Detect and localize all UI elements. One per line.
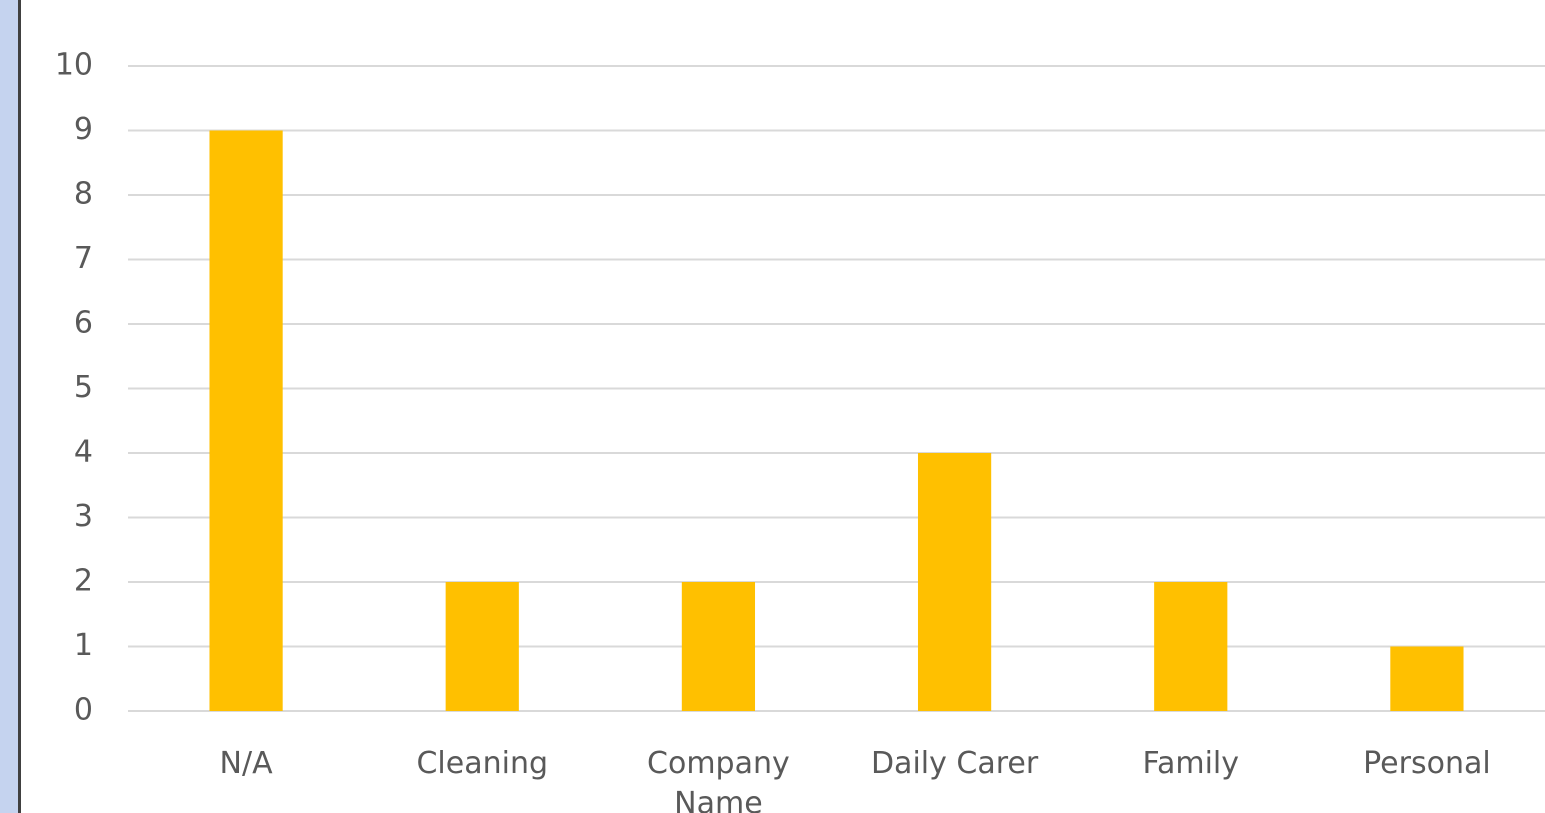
x-tick-label: Family <box>1142 746 1240 781</box>
x-tick-label: Cleaning <box>416 746 549 781</box>
bar <box>445 582 519 711</box>
x-tick-label: Personal <box>1363 746 1491 781</box>
y-tick-label: 4 <box>74 435 93 470</box>
bar <box>681 582 756 711</box>
y-tick-label: 2 <box>74 564 93 599</box>
y-tick-label: 0 <box>74 693 93 728</box>
y-tick-label: 9 <box>74 112 93 147</box>
x-tick-label: Company Name <box>647 746 790 813</box>
x-tick-label: Daily Carer <box>870 746 1039 781</box>
y-tick-label: 6 <box>74 306 93 341</box>
side-strip <box>0 0 18 813</box>
y-tick-label: 8 <box>74 177 93 212</box>
y-tick-label: 5 <box>74 370 93 405</box>
y-tick-label: 10 <box>55 48 93 83</box>
y-tick-label: 3 <box>74 499 93 534</box>
bar <box>209 130 283 711</box>
y-tick-label: 1 <box>74 628 93 663</box>
x-tick-label: N/A <box>219 746 273 781</box>
bar <box>1390 646 1464 711</box>
bar <box>1154 582 1228 711</box>
bar <box>917 453 992 711</box>
side-border <box>18 0 21 813</box>
y-tick-label: 7 <box>74 241 93 276</box>
